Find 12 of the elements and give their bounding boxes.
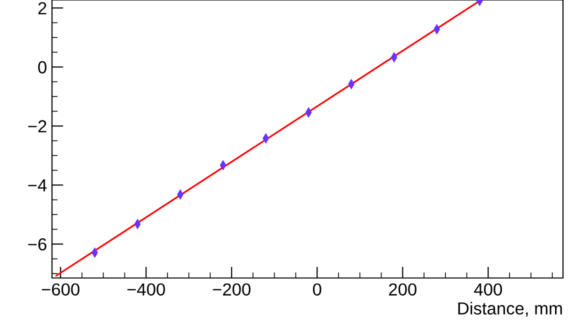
x-tick-label: −200: [212, 283, 250, 296]
y-tick-label: −2: [28, 120, 46, 132]
x-tick-label: 200: [389, 283, 416, 296]
x-tick-label: −600: [42, 283, 80, 296]
y-tick-label: 2: [38, 2, 46, 14]
y-tick-label: −4: [28, 179, 47, 192]
y-tick-label: −6: [28, 238, 46, 251]
x-tick-label: −400: [127, 283, 165, 296]
x-tick-label: 0: [312, 283, 322, 296]
y-tick-label: 0: [38, 61, 46, 74]
x-axis-title: Distance, mm: [458, 302, 562, 317]
x-tick-label: 400: [474, 283, 502, 296]
